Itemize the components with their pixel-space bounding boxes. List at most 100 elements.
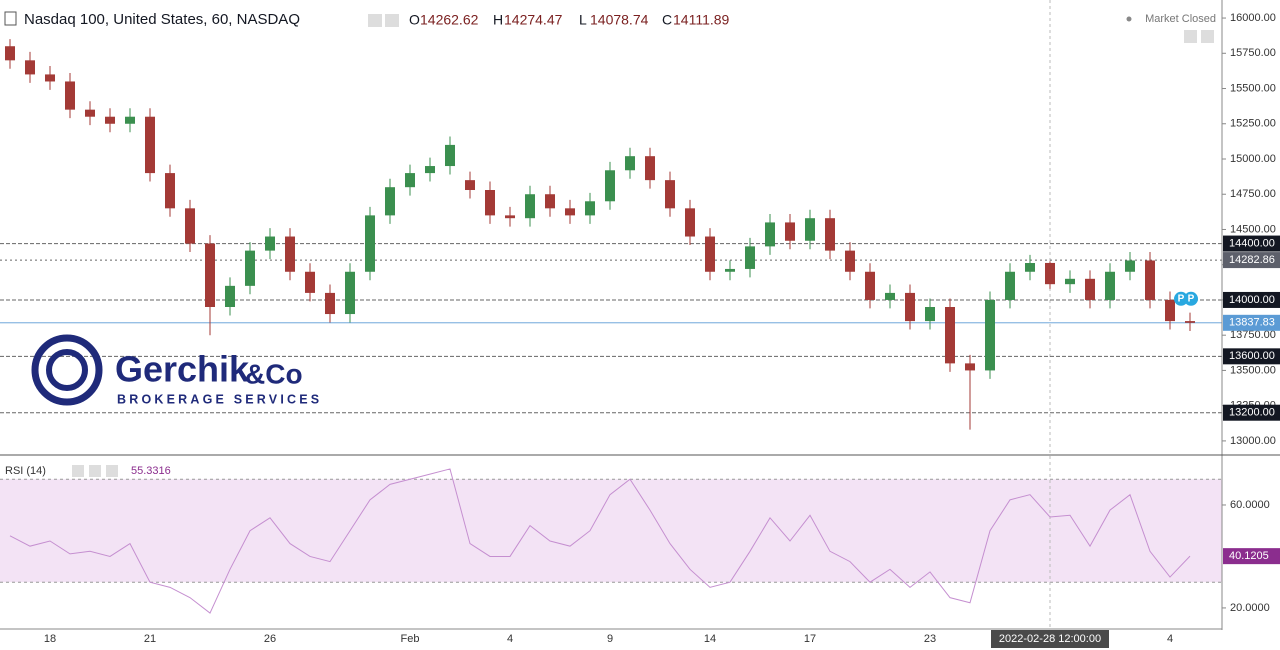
rsi-last-label: 40.1205 [1229,550,1269,562]
candle-body [65,81,75,110]
y-tick-label: 14750.00 [1230,188,1276,200]
candle-body [45,74,55,82]
candle-body [745,246,755,269]
candle-body [385,187,395,216]
status-dot [1126,16,1132,22]
candle-body [405,173,415,188]
candle-body [565,208,575,216]
rsi-title: RSI (14) [5,465,46,477]
candle-body [1185,321,1195,323]
logo-suffix: &Co [245,358,303,389]
header-icon[interactable] [1184,30,1197,43]
candle-body [1085,278,1095,300]
level-label-bg [1223,235,1280,252]
last-price-label-bg [1223,314,1280,331]
level-label: 13200.00 [1229,407,1275,419]
candle-body [985,299,995,371]
candle-body [725,268,735,272]
y-tick-label: 13750.00 [1230,329,1276,341]
market-status: Market Closed [1145,13,1216,25]
logo-name: Gerchik [115,349,250,390]
crosshair-label: 2022-02-28 12:00:00 [999,633,1101,645]
candle-body [1065,278,1075,285]
event-marker [1184,291,1198,306]
rsi-band [0,479,1222,583]
ohlc-letter: C [662,12,672,28]
y-tick-label: 13000.00 [1230,435,1276,447]
header-icon[interactable] [4,11,17,26]
candle-body [125,116,135,124]
crosshair-label-bg [991,630,1109,648]
logo-tagline: BROKERAGE SERVICES [117,392,322,406]
y-tick-label: 15000.00 [1230,153,1276,165]
candle-body [305,271,315,293]
candle-body [625,156,635,171]
candle-body [765,222,775,247]
x-tick-label: 23 [924,633,936,645]
candle-body [905,292,915,322]
y-tick-label: 14500.00 [1230,223,1276,235]
ohlc-value: 14111.89 [673,12,730,28]
level-label-bg [1223,291,1280,308]
level-label: 13600.00 [1229,350,1275,362]
y-tick-label: 16000.00 [1230,12,1276,24]
header-icon[interactable] [1201,30,1214,43]
candle-body [605,170,615,202]
x-tick-label: 21 [144,633,156,645]
header-icon[interactable] [72,465,84,477]
ohlc-letter: O [409,12,420,28]
x-tick-label: 18 [44,633,56,645]
header-icon[interactable] [89,465,101,477]
candle-body [1145,260,1155,300]
candle-body [1105,271,1115,300]
candle-body [265,236,275,251]
candle-body [1165,299,1175,322]
x-tick-label: 9 [607,633,613,645]
candle-body [205,243,215,307]
candle-body [145,116,155,174]
candle-body [85,109,95,117]
candle-body [445,144,455,167]
header-icon[interactable] [106,465,118,477]
last-price-label: 13837.83 [1229,317,1275,329]
candle-body [825,218,835,251]
candle-body [805,218,815,241]
candle-body [465,180,475,191]
candle-body [25,60,35,75]
candle-body [345,271,355,315]
event-marker-label: P [1188,293,1195,304]
candle-body [365,215,375,272]
level-label: 14000.00 [1229,294,1275,306]
candle-body [485,190,495,216]
candle-body [885,292,895,300]
candle-body [785,222,795,241]
x-tick-label: 14 [704,633,716,645]
logo-ring [31,334,103,406]
candle-body [945,306,955,364]
candle-body [5,46,15,61]
candle-body [505,215,515,219]
candle-body [965,363,975,371]
candle-body [525,194,535,219]
x-tick-label: 17 [804,633,816,645]
rsi-y-tick-label: 60.0000 [1230,499,1270,511]
candle-body [665,180,675,209]
header-icon[interactable] [368,14,382,27]
watermark: Gerchik &Co BROKERAGE SERVICES [31,334,322,406]
level-label-bg [1223,348,1280,365]
candle-body [1025,263,1035,272]
ohlc-value: 14274.47 [504,12,563,28]
logo-ring [46,349,88,391]
candle-body [425,166,435,174]
event-marker [1174,291,1188,306]
level-label-bg [1223,252,1280,269]
header-icon[interactable] [385,14,399,27]
candle-body [185,208,195,244]
ohlc-letter: L [579,12,587,28]
candle-body [865,271,875,300]
level-label-bg [1223,404,1280,421]
x-tick-label: Feb [401,633,420,645]
event-marker-label: P [1178,293,1185,304]
x-tick-label: 26 [264,633,276,645]
